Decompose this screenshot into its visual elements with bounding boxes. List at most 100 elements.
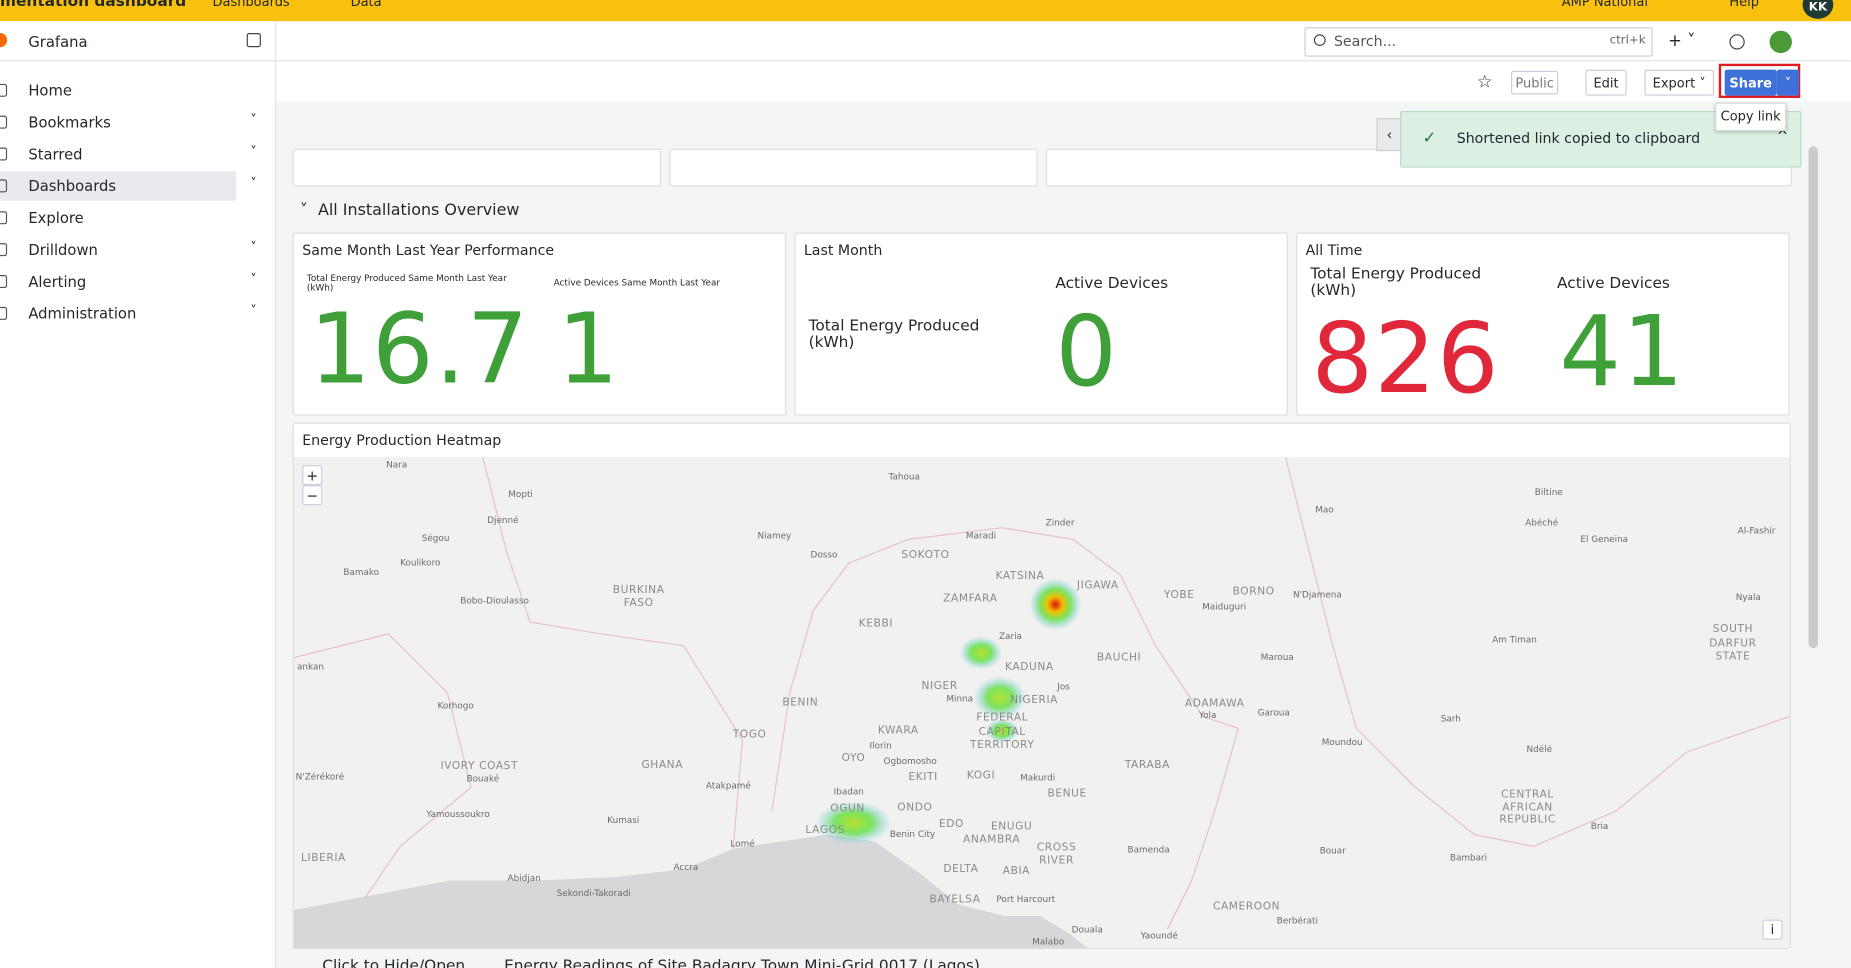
- zoom-in[interactable]: +: [302, 465, 323, 486]
- scrollbar: [1808, 146, 1818, 649]
- map-label: Ilorin: [870, 742, 892, 752]
- avatar[interactable]: KK: [1802, 0, 1834, 19]
- map-label: CENTRAL: [1501, 787, 1554, 800]
- map-label: ADAMAWA: [1185, 697, 1245, 710]
- map-label: Bobo-Dioulasso: [460, 596, 529, 606]
- share-button[interactable]: Share: [1724, 69, 1777, 96]
- panel-title: Energy Readings of Site Badagry Town Min…: [504, 957, 980, 968]
- dashboard-name[interactable]: mentation dashboard: [0, 0, 187, 11]
- map-label: Ndélé: [1527, 744, 1553, 755]
- heat-spot: [815, 801, 892, 845]
- heat-spot: [1029, 578, 1082, 631]
- nav-expand[interactable]: ˅: [250, 144, 257, 160]
- map-label: Douala: [1072, 926, 1103, 936]
- map-label: Niamey: [757, 531, 791, 541]
- stat-value: 826: [1311, 303, 1500, 416]
- star[interactable]: ☆: [1476, 70, 1493, 93]
- map-label: ENUGU: [991, 819, 1032, 832]
- search-box[interactable]: Search... ctrl+k: [1304, 27, 1653, 57]
- help-icon[interactable]: [1729, 34, 1745, 50]
- share-dropdown[interactable]: ˅: [1776, 69, 1800, 96]
- nav-item[interactable]: Drilldown: [28, 240, 98, 259]
- map-label: FEDERAL: [976, 711, 1028, 724]
- map-label: KEBBI: [859, 616, 893, 629]
- nav-item[interactable]: Administration: [28, 304, 137, 323]
- row-title[interactable]: Click to Hide/Open: [322, 957, 466, 968]
- help[interactable]: Help: [1729, 0, 1760, 10]
- map-label: Jos: [1056, 683, 1070, 693]
- check-icon: ✓: [1422, 128, 1437, 148]
- nav-link[interactable]: Dashboards: [212, 0, 290, 10]
- nav-item[interactable]: Home: [28, 81, 72, 100]
- map-label: Zinder: [1046, 518, 1075, 528]
- row-label: All Installations Overview: [317, 200, 520, 220]
- panel-cut: [292, 148, 662, 187]
- map-label: TOGO: [732, 727, 767, 740]
- nav-item[interactable]: Explore: [28, 208, 84, 227]
- map-label: Koulikoro: [400, 559, 440, 569]
- add-menu[interactable]: + ˅: [1668, 31, 1696, 51]
- borders: [293, 456, 1790, 930]
- map-label: AFRICAN: [1502, 800, 1553, 813]
- map-label: Tahoua: [888, 472, 920, 482]
- map-label: LAGOS: [805, 823, 844, 836]
- export-button[interactable]: Export ˅: [1644, 69, 1715, 96]
- map-label: Makurdi: [1020, 773, 1055, 783]
- map-label: Zaria: [999, 632, 1022, 642]
- map-label: RIVER: [1039, 854, 1074, 867]
- map-label: Sarh: [1441, 714, 1461, 724]
- tooltip: Copy link: [1715, 102, 1787, 132]
- stat-label: Active Devices: [1557, 275, 1670, 293]
- attribution[interactable]: i: [1762, 919, 1783, 940]
- nav-expand[interactable]: ˅: [250, 303, 257, 319]
- land: [293, 456, 1790, 948]
- map-label: EKITI: [908, 770, 937, 783]
- map-label: BAUCHI: [1097, 651, 1141, 664]
- map-label: BENIN: [782, 695, 818, 708]
- map-label: EDO: [939, 817, 964, 830]
- map-label: CAPITAL: [979, 725, 1026, 738]
- nav-item[interactable]: Dashboards: [28, 177, 117, 195]
- map-label: Ibadan: [834, 788, 864, 798]
- map-label: Lomé: [730, 839, 754, 850]
- map-label: Sekondi-Takoradi: [557, 889, 631, 899]
- nav-expand[interactable]: ˅: [250, 112, 257, 128]
- map-label: DARFUR: [1709, 636, 1756, 649]
- map-label: ONDO: [897, 800, 932, 813]
- panel-title: Last Month: [803, 241, 883, 259]
- map-label: OGUN: [830, 802, 865, 815]
- map-label: Al-Fashir: [1738, 527, 1776, 537]
- map-label: Mopti: [508, 490, 533, 500]
- map-label: KOGI: [967, 769, 995, 782]
- map-label: YOBE: [1163, 588, 1195, 601]
- nav-link[interactable]: Data: [350, 0, 382, 10]
- user-avatar[interactable]: [1769, 30, 1792, 54]
- map-label: Abéché: [1525, 517, 1558, 528]
- nav-item[interactable]: Bookmarks: [28, 113, 111, 132]
- prev-button[interactable]: ‹: [1376, 118, 1403, 152]
- map-label: Berbérati: [1277, 915, 1318, 926]
- map-label: Mao: [1315, 505, 1333, 515]
- nav-expand[interactable]: ˅: [250, 175, 257, 192]
- zoom-out[interactable]: −: [302, 485, 323, 506]
- org-switch[interactable]: AMP National: [1561, 0, 1648, 10]
- map-label: Djenné: [487, 515, 518, 526]
- edit-button[interactable]: Edit: [1585, 69, 1627, 96]
- map: Nara Mopti Djenné Ségou Koulikoro Bamako Tahou…: [293, 456, 1790, 948]
- map-label: SOKOTO: [901, 548, 949, 561]
- nav-expand[interactable]: ˅: [250, 271, 257, 287]
- nav-item[interactable]: Alerting: [28, 272, 87, 291]
- search-icon: [1313, 34, 1326, 47]
- map-label: REPUBLIC: [1499, 812, 1556, 825]
- nav-icon: [0, 306, 8, 320]
- map-label: Bouar: [1320, 847, 1347, 857]
- row-title[interactable]: ˅ All Installations Overview: [299, 200, 520, 220]
- nav-expand[interactable]: ˅: [250, 239, 257, 255]
- map-label: Benin City: [890, 830, 935, 840]
- map-label: TERRITORY: [969, 738, 1034, 751]
- public-badge[interactable]: Public: [1511, 70, 1559, 95]
- map-label: Abidjan: [508, 874, 541, 884]
- map-label: NIGER: [921, 679, 957, 692]
- dock-toggle[interactable]: [246, 33, 261, 48]
- nav-item[interactable]: Starred: [28, 145, 83, 163]
